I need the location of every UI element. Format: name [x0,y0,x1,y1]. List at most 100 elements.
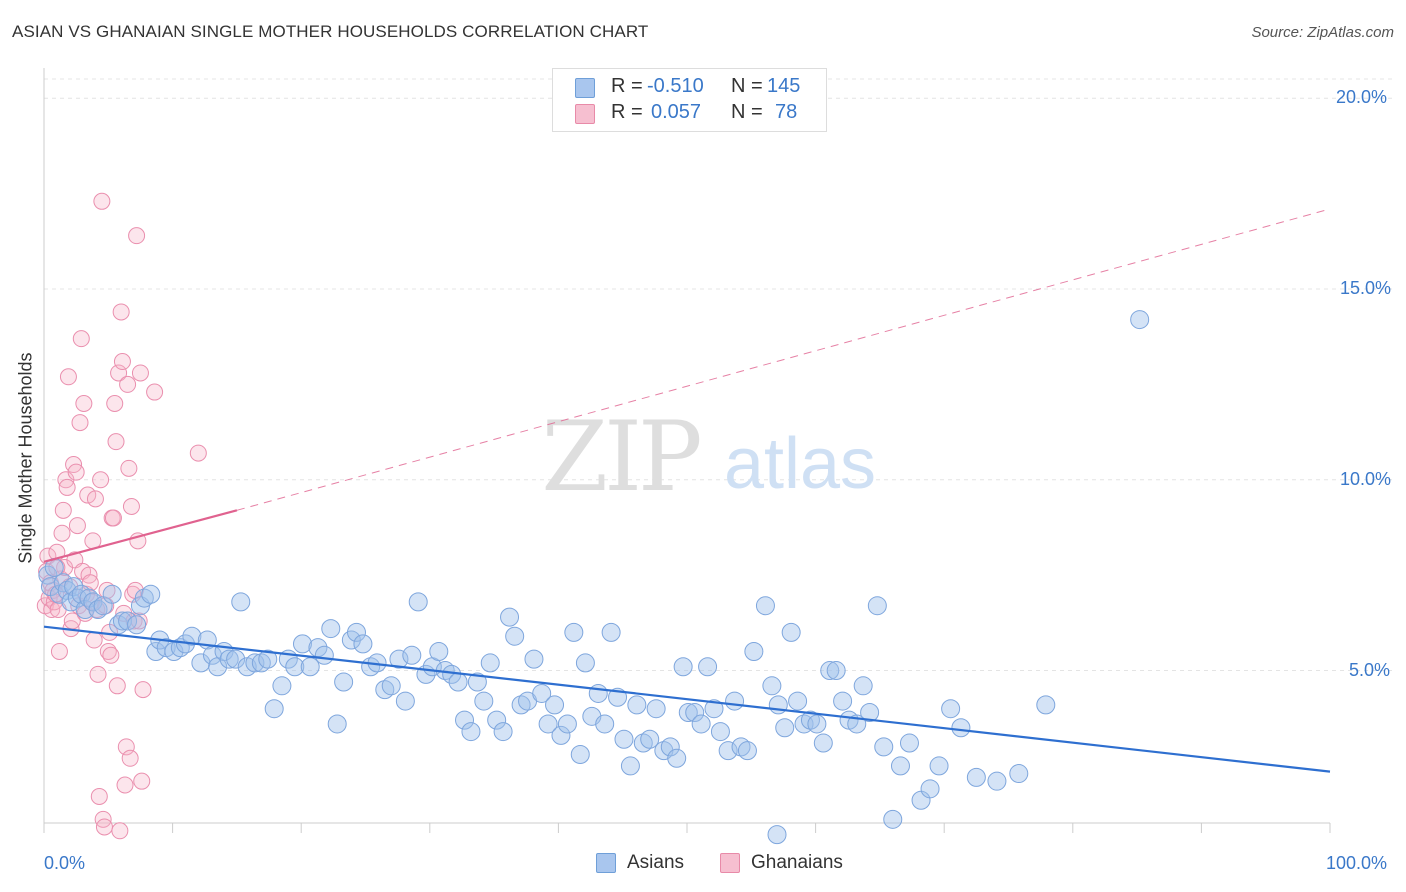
ghanaians-point [72,330,90,348]
asians-point [1036,695,1056,715]
asians-point [640,729,660,749]
asians-point [890,756,910,776]
bottom-legend-label-asians: Asians [627,852,685,873]
asians-point [920,779,940,799]
asians-point [524,649,544,669]
asians-point [987,771,1007,791]
y-axis-title: Single Mother Households [15,352,36,564]
asians-point [327,714,347,734]
ghanaians-trend-line-solid [43,509,238,563]
ghanaians-point [117,738,135,756]
asians-point [532,683,552,703]
asians-point [860,703,880,723]
asians-point [781,622,801,642]
asians-point [874,737,894,757]
asians-point [429,641,449,661]
asians-point [314,645,334,665]
asians-point [673,657,693,677]
ghanaians-point [50,642,68,660]
asians-point [285,657,305,677]
asians-point [245,653,265,673]
asians-point [112,611,132,631]
ghanaians-point [110,364,128,382]
asians-point [487,710,507,730]
asians-point [601,622,621,642]
asians-point [389,649,409,669]
asians-point [691,714,711,734]
asians-point [704,699,724,719]
ghanaians-point [119,375,137,393]
asians-point [737,741,757,761]
asians-point [448,672,468,692]
asians-point [551,725,571,745]
asians-point [182,626,202,646]
asians-point [461,722,481,742]
ghanaians-point [121,749,139,767]
asians-points [38,310,1150,845]
asians-point [493,722,513,742]
asians-point [64,577,84,597]
bottom-legend-label-ghanaians: Ghanaians [751,852,843,873]
asians-point [455,710,475,730]
ghanaians-point [92,471,110,489]
asians-point [545,695,565,715]
asians-point [272,676,292,696]
ghanaians-point [116,776,134,794]
ghanaians-point [146,383,164,401]
y-tick-label-20: 20.0% [1336,87,1388,107]
asians-point [744,641,764,661]
ghanaians-point [58,478,76,496]
ghanaians-point [108,677,126,695]
ghanaians-point [106,395,124,412]
asians-point [710,722,730,742]
ghanaians-point [112,303,130,321]
ghanaians-point [102,646,120,664]
ghanaians-point [104,509,122,527]
ghanaians-point [89,665,107,683]
legend-r-label: R = [611,101,643,123]
asians-point [826,661,846,681]
ghanaians-points [36,192,207,840]
ghanaians-point [86,490,104,508]
y-tick-label-10: 10.0% [1340,469,1392,489]
asians-point [141,584,161,604]
asians-point [474,691,494,711]
bottom-legend-swatch-asians [596,853,616,873]
correlation-legend: R = -0.510 N = 145 R = 0.057 N = 78 [552,68,827,132]
legend-r-value: 0.057 [651,101,702,123]
asians-point [620,756,640,776]
watermark-atlas: atlas [724,424,876,504]
asians-point [941,699,961,719]
source-label: Source: ZipAtlas.com [1251,24,1394,41]
legend-n-value: 78 [775,101,798,123]
asians-point [788,691,808,711]
ghanaians-point [75,395,93,412]
ghanaians-point [95,818,113,836]
asians-point [762,676,782,696]
legend-swatch-ghanaians [575,104,595,124]
ghanaians-point [79,486,97,504]
ghanaians-trend-line-dashed [236,208,1331,511]
ghanaians-point [54,501,72,519]
ghanaians-point [189,444,207,462]
asians-point [813,733,833,753]
axes [43,68,1331,833]
asians-point [321,619,341,639]
ghanaians-point [131,364,149,382]
asians-point [102,584,122,604]
asians-point [231,592,251,612]
y-tick-label-5: 5.0% [1349,660,1391,680]
asians-point [264,699,284,719]
ghanaians-point [71,414,89,432]
asians-point [685,703,705,723]
asians-point [408,592,428,612]
asians-point [127,615,147,635]
asians-point [833,691,853,711]
asians-point [1130,310,1150,330]
asians-point [467,672,487,692]
ghanaians-point [134,681,152,699]
asians-point [564,622,584,642]
ghanaians-point [122,498,140,516]
ghanaians-point [133,772,151,790]
